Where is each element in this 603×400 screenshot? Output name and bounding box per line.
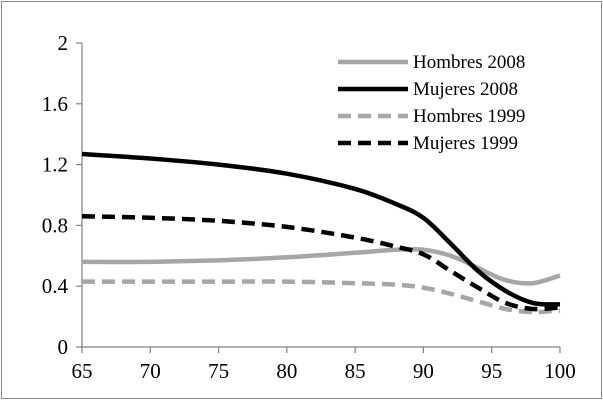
x-tick-label: 85 (345, 359, 366, 383)
y-tick-label: 0.8 (42, 213, 68, 237)
y-tick-label: 1.6 (42, 92, 68, 116)
x-axis-ticks: 65 70 75 80 85 90 95 100 (72, 347, 576, 383)
y-tick-label: 2 (58, 31, 69, 55)
y-tick-label: 0 (58, 335, 69, 359)
series-line-mujeres-1999 (81, 214, 561, 312)
series-line-mujeres-2008 (81, 151, 561, 307)
y-tick-label: 1.2 (42, 153, 68, 177)
series-lines (81, 151, 561, 315)
x-tick-label: 100 (544, 359, 576, 383)
y-axis-ticks: 0 0.4 0.8 1.2 1.6 2 (42, 31, 82, 359)
y-tick-label: 0.4 (42, 274, 69, 298)
x-tick-label: 65 (72, 359, 93, 383)
legend-label: Mujeres 1999 (413, 133, 518, 154)
legend: Hombres 2008 Mujeres 2008 Hombres 1999 Muje… (338, 52, 525, 154)
x-tick-label: 75 (208, 359, 229, 383)
axes (81, 43, 560, 348)
x-tick-label: 80 (276, 359, 297, 383)
x-tick-label: 95 (481, 359, 502, 383)
x-tick-label: 70 (140, 359, 161, 383)
legend-label: Hombres 1999 (413, 106, 525, 127)
series-line-hombres-1999 (81, 279, 561, 315)
legend-label: Hombres 2008 (413, 52, 525, 73)
x-tick-label: 90 (413, 359, 434, 383)
legend-label: Mujeres 2008 (413, 79, 518, 100)
